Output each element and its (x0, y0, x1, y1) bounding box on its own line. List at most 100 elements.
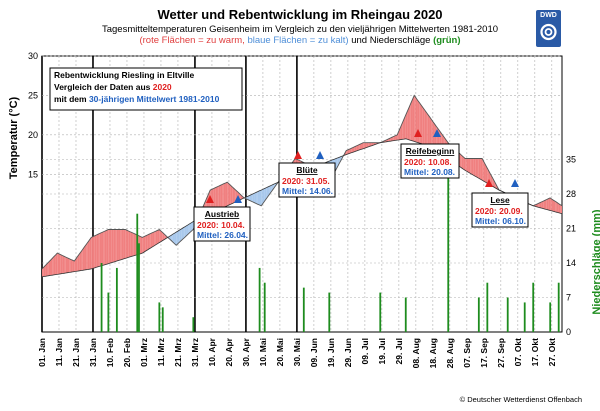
warm-area-segment (125, 229, 127, 259)
phenology-box-2 (400, 143, 460, 179)
warm-area-segment (157, 229, 160, 244)
warm-area-segment (99, 232, 102, 267)
warm-area-segment (560, 204, 562, 214)
cold-area-segment (179, 228, 182, 243)
precip-bar (161, 307, 164, 332)
y-right-tick-label: 14 (566, 258, 576, 268)
warm-area-segment (104, 230, 107, 265)
cold-area-segment (254, 192, 257, 204)
precip-bar (136, 213, 139, 332)
y-right-tick-label: 7 (566, 293, 571, 303)
warm-area-segment (50, 258, 53, 276)
warm-area-segment (130, 231, 133, 257)
x-tick-label: 09. Jun (309, 338, 319, 367)
warm-area-segment (52, 256, 54, 276)
warm-area-segment (43, 265, 46, 277)
warm-area-segment (419, 102, 421, 144)
x-tick-label: 29. Jul (394, 338, 404, 364)
warm-area-segment (477, 158, 479, 179)
x-tick-label: 31. Mrz (190, 338, 200, 367)
subtitle-cold: blaue Flächen = zu kalt) (247, 35, 349, 46)
warm-area-segment (79, 251, 82, 271)
warm-area-segment (558, 203, 561, 214)
warm-area-segment (483, 161, 486, 183)
axis-layer: 30 25 20 15 35 28 21 14 7 0 01. Jan 11. Jan 21. Jan 3… (28, 51, 576, 368)
warm-area-segment (149, 233, 151, 249)
warm-area-segment (87, 239, 90, 270)
y-left-tick-label: 25 (28, 90, 38, 100)
warm-area-segment (147, 234, 150, 250)
x-tick-label: 07. Sep (462, 338, 472, 368)
warm-area-segment (96, 234, 99, 268)
warm-area-segment (541, 201, 544, 209)
cold-area-segment (337, 157, 340, 167)
warm-area-segment (62, 255, 65, 274)
warm-area-segment (74, 258, 76, 272)
warm-area-segment (409, 103, 411, 141)
marker-2020-3 (485, 179, 493, 187)
warm-area-segment (432, 121, 435, 150)
x-tick-label: 11. Jan (54, 338, 64, 366)
precip-bar (486, 282, 489, 332)
subtitle-warm: (rote Flächen = zu warm, (139, 35, 245, 46)
precip-bar (107, 292, 110, 332)
warm-area-segment (115, 229, 117, 262)
warm-area-segment (424, 109, 427, 146)
warm-area-segment (223, 182, 226, 208)
precip-bar (328, 292, 331, 332)
warm-area-segment (356, 145, 359, 152)
phenology-name: Blüte (296, 165, 318, 175)
warm-area-segment (101, 231, 104, 266)
warm-area-segment (346, 149, 348, 155)
warm-area-segment (98, 233, 100, 267)
warm-area-segment (69, 258, 71, 273)
warm-area-segment (89, 237, 92, 270)
precip-bar (379, 292, 382, 332)
cold-area-segment (171, 234, 173, 243)
warm-area-segment (81, 249, 83, 271)
x-tick-label: 17. Okt (530, 338, 540, 367)
warm-area-segment (412, 95, 415, 142)
warm-area-segment (60, 254, 63, 274)
warm-area-segment (358, 144, 360, 151)
warm-area-segment (395, 134, 398, 141)
warm-area-segment (402, 119, 404, 140)
x-tick-label: 27. Okt (547, 338, 557, 367)
legend-period: 30-jährigen Mittelwert 1981-2010 (89, 94, 220, 104)
y-left-tick-label: 15 (28, 169, 38, 179)
precip-bar (549, 302, 552, 332)
legend-line-3: mit dem 30-jährigen Mittelwert 1981-2010 (54, 94, 220, 104)
x-tick-label: 09. Jul (360, 338, 370, 364)
warm-area-segment (91, 236, 93, 269)
x-tick-label: 19. Jun (326, 338, 336, 367)
warm-area-segment (546, 198, 549, 211)
warm-area-segment (485, 164, 488, 184)
warm-area-segment (106, 229, 109, 265)
precip-bar (506, 297, 509, 332)
warm-area-segment (86, 242, 88, 270)
warm-area-segment (103, 231, 105, 266)
warm-area-segment (429, 116, 432, 147)
warm-area-segment (480, 158, 483, 181)
precip-bar (158, 302, 161, 332)
warm-area-segment (53, 254, 56, 275)
precip-bar (523, 302, 526, 332)
warm-area-segment (55, 253, 58, 275)
phenology-2020: 2020: 10.08. (404, 157, 452, 167)
warm-area-segment (551, 199, 554, 212)
warm-area-segment (230, 185, 233, 205)
phenology-2020: 2020: 10.04. (197, 220, 245, 230)
subtitle-line-1: Tagesmitteltemperaturen Geisenheim im Ve… (101, 24, 499, 35)
cold-area-segment (266, 186, 269, 199)
precip-bar (477, 297, 480, 332)
y-left-tick-label: 20 (28, 130, 38, 140)
phenology-mean: Mittel: 26.04. (197, 230, 248, 240)
warm-area-segment (426, 111, 428, 146)
temperature-2020-line (41, 94, 563, 270)
phenology-2020: 2020: 31.05. (282, 176, 330, 186)
warm-area-segment (67, 257, 70, 273)
cold-area-segment (183, 226, 185, 239)
y-right-tick-label: 35 (566, 155, 576, 165)
cold-area-segment (188, 223, 190, 235)
